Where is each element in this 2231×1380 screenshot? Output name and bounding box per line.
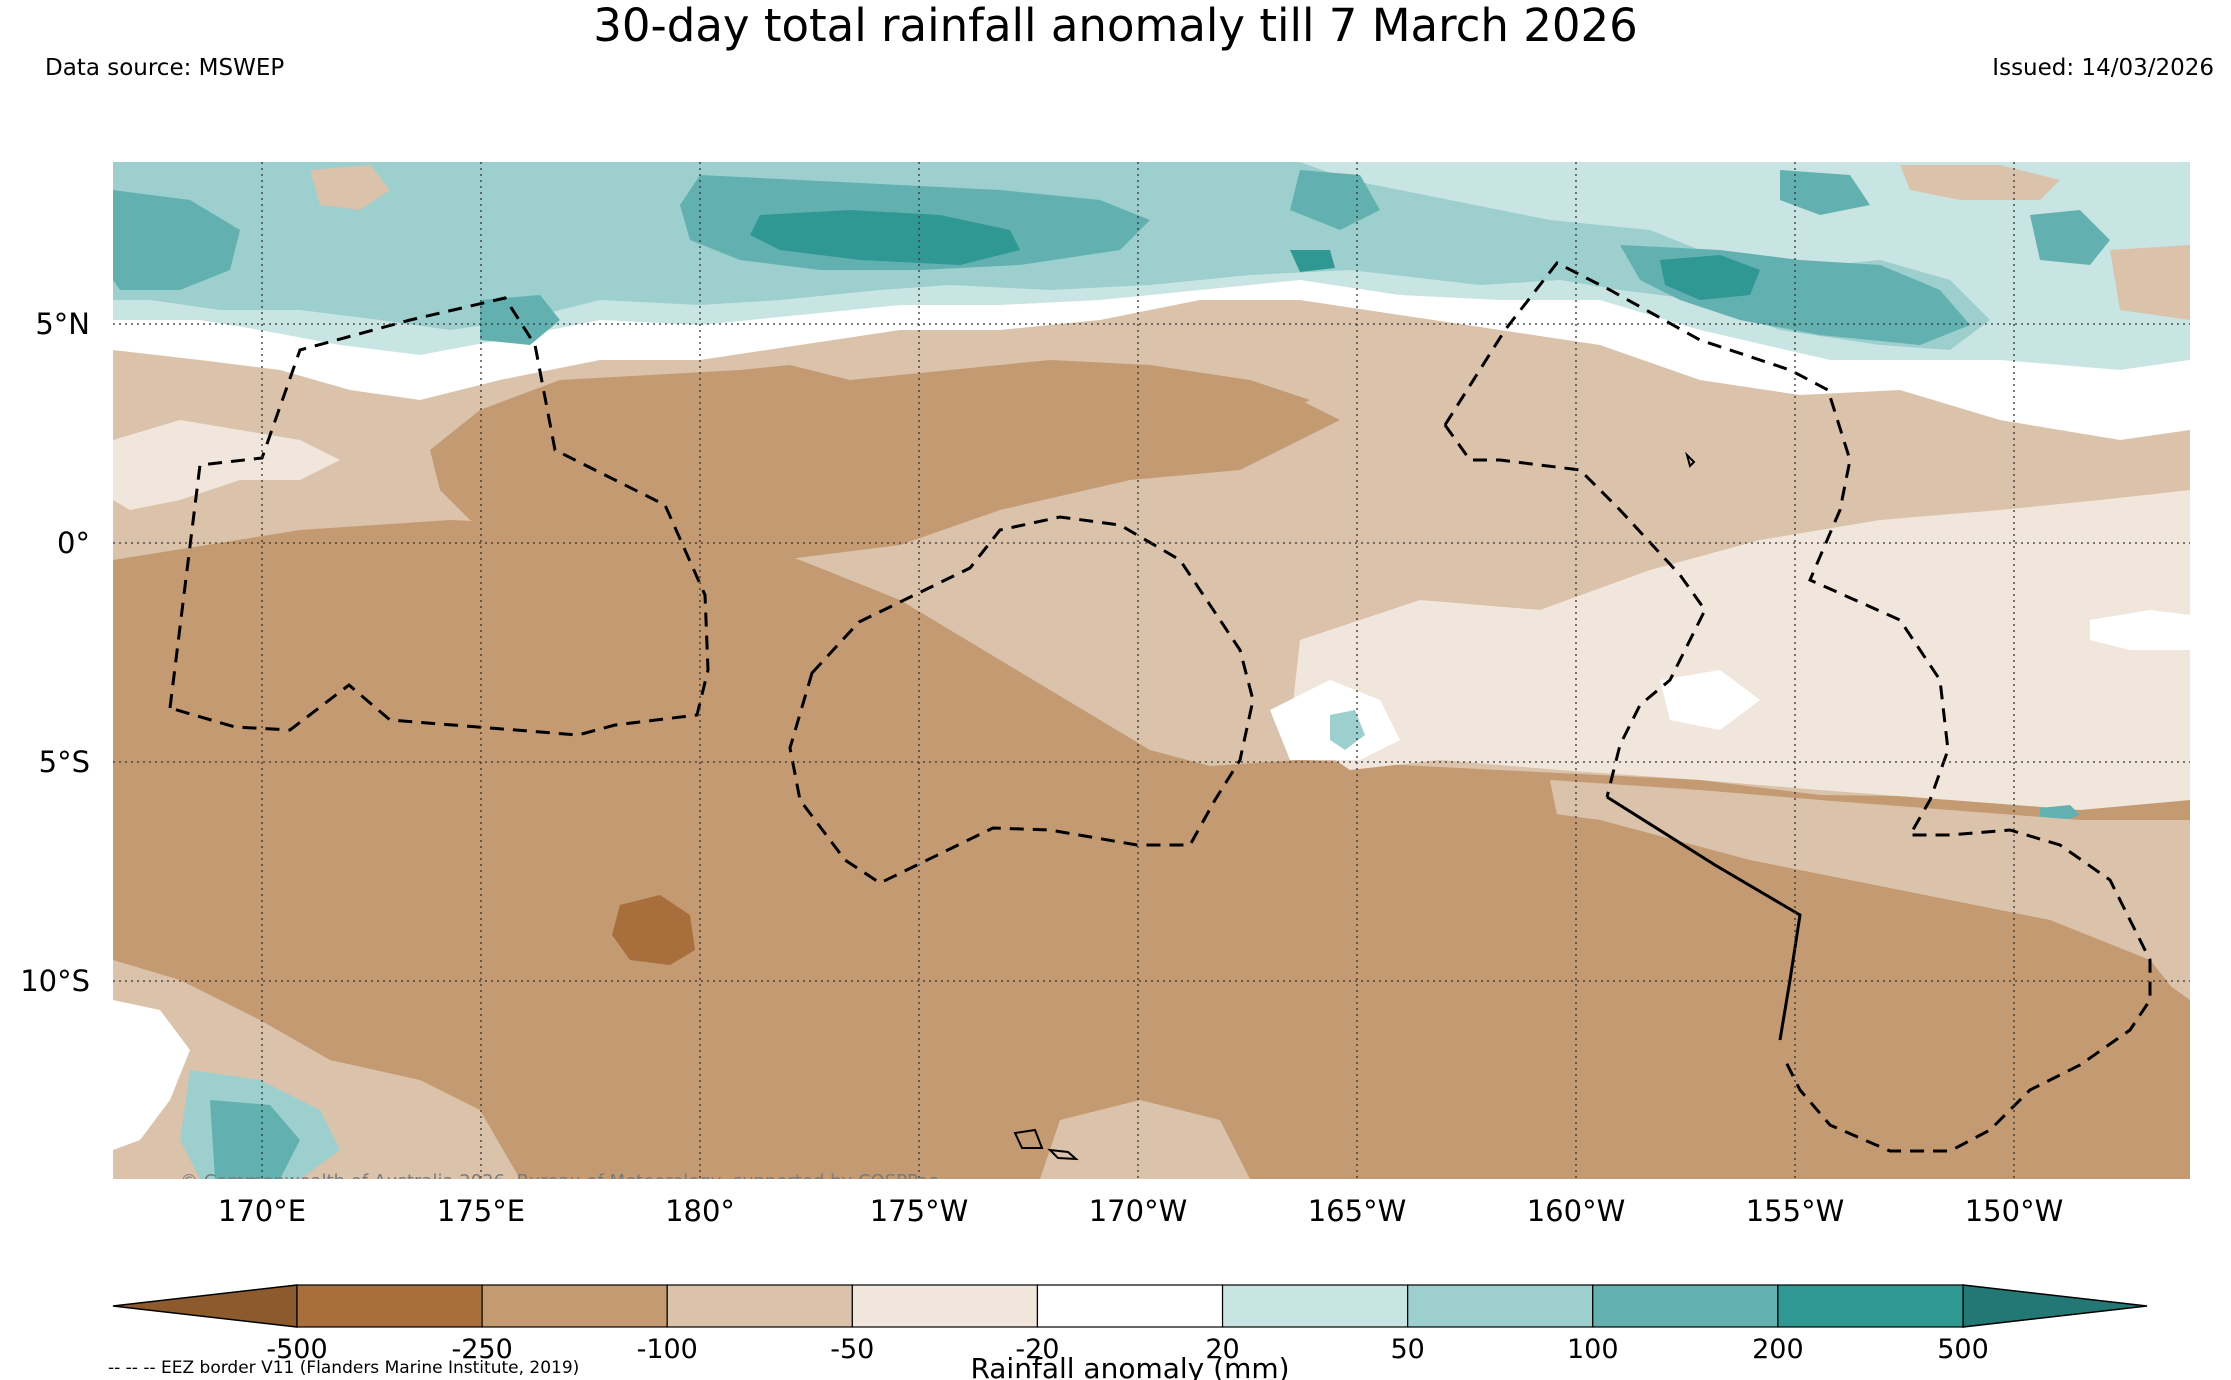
lat-label-5n: 5°N [35,307,90,341]
lon-label-180: 180° [665,1194,735,1228]
island-outline-3 [1685,451,1696,468]
eez-border-east-inner [1443,424,1707,798]
lat-label-5s: 5°S [39,745,90,779]
lon-label-160w: 160°W [1527,1194,1626,1228]
lon-label-170w: 170°W [1089,1194,1188,1228]
colorbar-swatch [1221,1284,1409,1328]
issued-date: Issued: 14/03/2026 [1992,55,2214,81]
colorbar-tick-labels: -500 -250 -100 -50 -20 20 50 100 200 500 [266,1334,1988,1365]
colorbar-swatch [1592,1284,1779,1328]
colorbar-swatch [1777,1284,1964,1328]
colorbar-swatch [851,1284,1039,1328]
colorbar-tick-label: 500 [1937,1334,1989,1365]
anomaly-region-wet-patch-small [1330,710,1365,750]
eez-legend-note: -- -- -- EEZ border V11 (Flanders Marine… [108,1358,579,1378]
colorbar-swatch [1036,1284,1224,1328]
anomaly-region-slightly-dry-west [113,420,340,510]
lon-label-150w: 150°W [1965,1194,2064,1228]
eez-border-central [788,515,1255,885]
copyright-notice: © Commonwealth of Australia 2026, Bureau… [180,1171,938,1192]
colorbar-tick-label: 50 [1390,1334,1424,1365]
colorbar-swatch [481,1284,668,1328]
lon-label-165w: 165°W [1308,1194,1407,1228]
anomaly-region-neutral-east-3 [2090,610,2190,650]
colorbar: -500 -250 -100 -50 -20 20 50 100 200 500 [112,1284,2148,1365]
colorbar-boxes [296,1284,1964,1328]
map-title: 30-day total rainfall anomaly till 7 Mar… [593,0,1638,52]
anomaly-region-wet-southwest-2 [210,1100,300,1179]
lat-label-0: 0° [57,526,90,560]
eez-borders [168,261,2152,1153]
data-source: Data source: MSWEP [45,55,285,81]
colorbar-swatch [666,1284,853,1328]
anomaly-region-slightly-dry-north-left [310,165,390,210]
anomaly-region-slightly-dry-north-right [1900,165,2190,320]
anomaly-region-neutral-east-2 [1660,670,1760,730]
lat-label-10s: 10°S [20,964,90,998]
colorbar-label: Rainfall anomaly (mm) [970,1352,1289,1380]
island-outline-1 [1013,1128,1044,1149]
eez-border-west [168,296,710,737]
colorbar-extend-low [112,1284,298,1328]
island-outline-2 [1047,1148,1079,1161]
colorbar-tick-label: -20 [1015,1334,1059,1365]
colorbar-tick-label: -250 [451,1334,512,1365]
anomaly-region-neutral-southwest [113,1000,190,1150]
rainfall-anomaly-map: © Commonwealth of Australia 2026, Bureau… [113,162,2190,1192]
colorbar-tick-label: -100 [637,1334,698,1365]
colorbar-extend-high [1962,1284,2148,1328]
lon-label-175e: 175°E [437,1194,525,1228]
anomaly-region-extremely-wet-north [750,210,1760,300]
graticule [113,162,2190,1179]
maritime-boundary-solid [1606,795,1802,1041]
lon-label-170e: 170°E [218,1194,306,1228]
colorbar-tick-label: -500 [266,1334,327,1365]
anomaly-region-light-dry-south [1040,1100,1250,1179]
colorbar-swatch [1407,1284,1594,1328]
eez-border-east [1443,261,2152,1153]
colorbar-tick-label: 20 [1205,1334,1239,1365]
anomaly-region-dry-core-south [113,520,2190,1179]
colorbar-tick-label: 200 [1752,1334,1804,1365]
lon-label-175w: 175°W [870,1194,969,1228]
anomaly-region-slightly-dry-east [1290,490,2190,810]
anomaly-region-very-dry-blob [612,895,695,965]
colorbar-tick-label: 100 [1567,1334,1619,1365]
colorbar-swatch [296,1284,483,1328]
island-outlines [1013,451,1696,1161]
colorbar-tick-label: -50 [830,1334,874,1365]
lon-label-155w: 155°W [1746,1194,1845,1228]
